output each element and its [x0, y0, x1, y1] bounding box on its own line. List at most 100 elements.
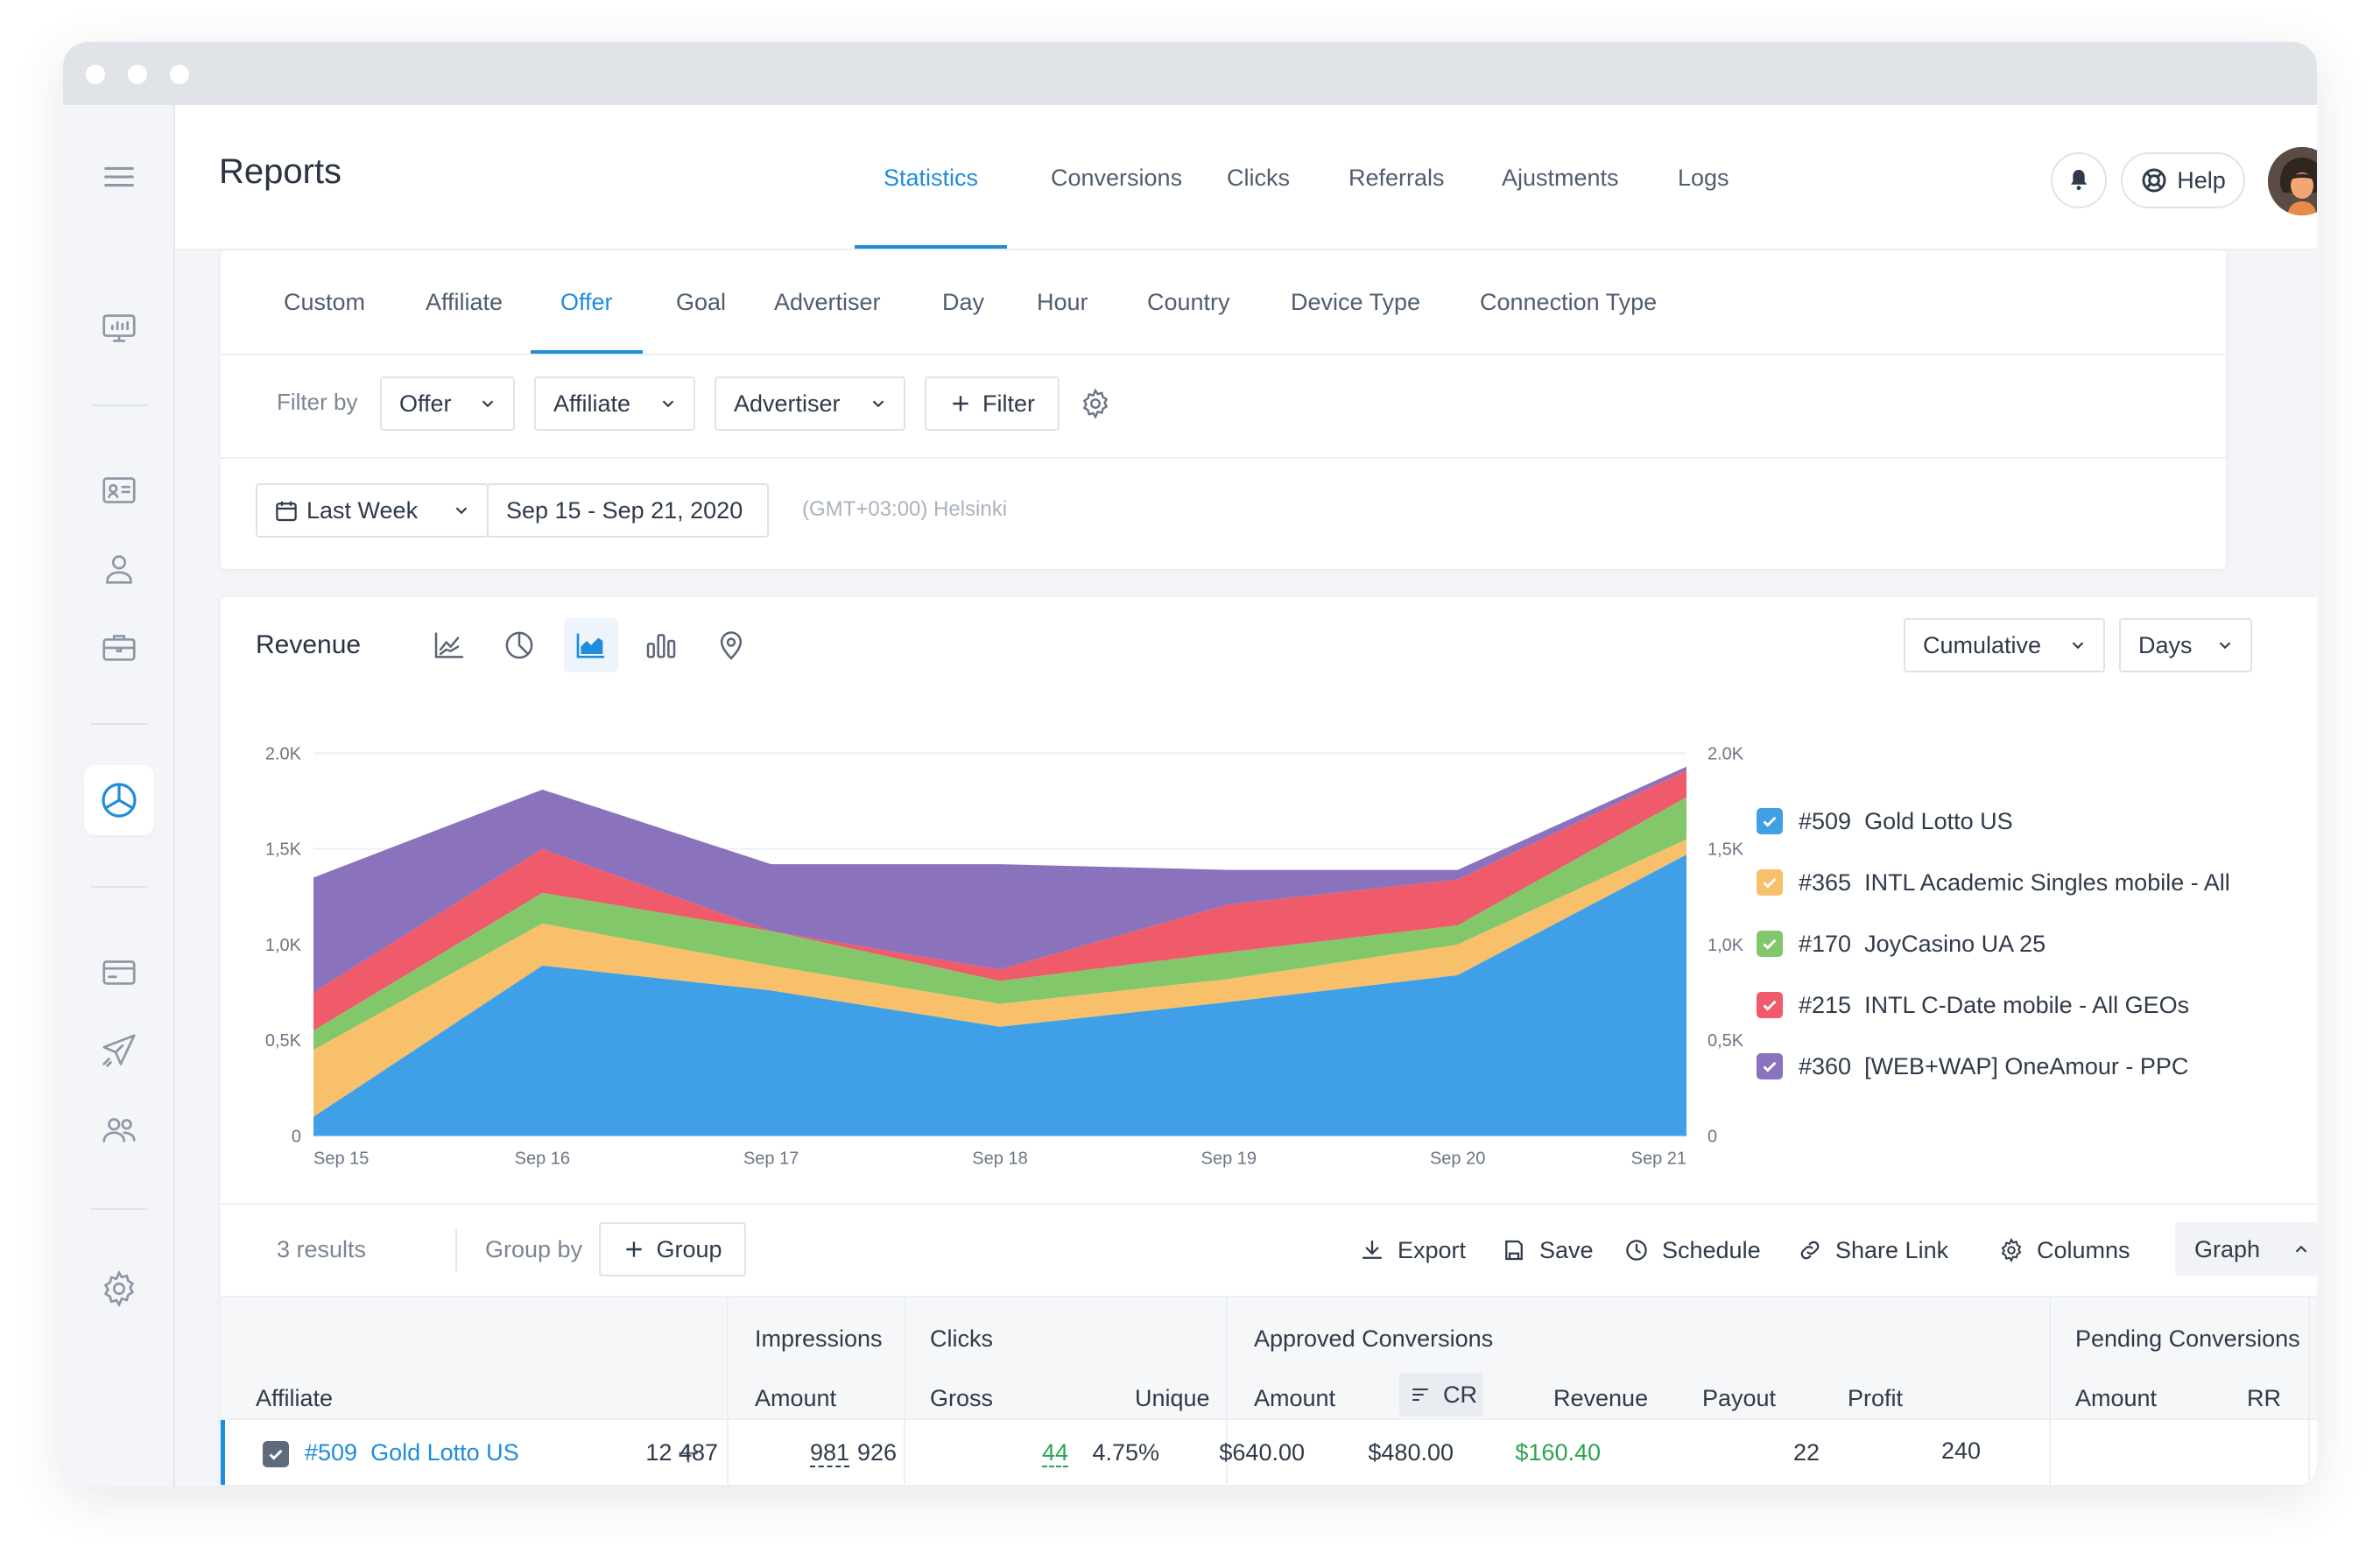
legend-label: #509 Gold Lotto US — [1799, 807, 2013, 834]
offer-filter-dropdown[interactable]: Offer — [380, 376, 515, 431]
bar-chart-view-button[interactable] — [634, 618, 688, 672]
pie-chart-view-button[interactable] — [492, 618, 546, 672]
window-dot-maximize[interactable] — [170, 65, 189, 84]
page-title: Reports — [219, 152, 342, 191]
sidebar — [63, 105, 175, 1487]
date-preset-dropdown[interactable]: Last Week — [256, 483, 489, 538]
report-tab-country[interactable]: Country — [1147, 289, 1230, 315]
pie-chart-icon — [505, 631, 533, 659]
user-icon[interactable] — [96, 546, 142, 592]
legend-checkbox[interactable] — [1757, 931, 1783, 957]
legend-checkbox[interactable] — [1757, 869, 1783, 896]
chevron-down-icon — [662, 400, 674, 408]
report-tab-advertiser[interactable]: Advertiser — [774, 289, 881, 315]
check-icon — [1763, 1061, 1777, 1072]
affiliate-link[interactable]: #509 Gold Lotto US — [305, 1439, 519, 1466]
tab-statistics[interactable]: Statistics — [884, 165, 979, 191]
paper-plane-icon[interactable] — [96, 1028, 142, 1073]
tab-adjustments[interactable]: Ajustments — [1502, 165, 1619, 191]
report-tab-offer[interactable]: Offer — [560, 289, 613, 315]
cell-rr: 240 — [1940, 1438, 1981, 1464]
legend-item-365[interactable]: #365 INTL Academic Singles mobile - All — [1757, 867, 2230, 898]
legend-checkbox[interactable] — [1757, 1053, 1783, 1079]
line-chart-icon — [434, 632, 464, 658]
cumulative-dropdown[interactable]: Cumulative — [1904, 618, 2105, 672]
report-tab-device-type[interactable]: Device Type — [1291, 289, 1421, 315]
tab-referrals[interactable]: Referrals — [1348, 165, 1445, 191]
column-header-pending-amount[interactable]: Amount — [2075, 1385, 2158, 1411]
report-table: Impressions Clicks Approved Conversions … — [221, 1296, 2317, 1487]
help-button[interactable]: Help — [2121, 152, 2245, 208]
legend-item-215[interactable]: #215 INTL C-Date mobile - All GEOs — [1757, 989, 2189, 1021]
filter-settings-button[interactable] — [1079, 387, 1112, 420]
cell-gross[interactable]: 981 — [809, 1439, 849, 1467]
column-header-impressions-amount[interactable]: Amount — [755, 1385, 837, 1411]
affiliate-filter-dropdown[interactable]: Affiliate — [534, 376, 695, 431]
column-header-profit[interactable]: Profit — [1848, 1385, 1904, 1411]
legend-checkbox[interactable] — [1757, 808, 1783, 834]
line-chart-view-button[interactable] — [422, 618, 476, 672]
users-group-icon[interactable] — [96, 1107, 142, 1152]
column-header-revenue[interactable]: Revenue — [1553, 1385, 1649, 1411]
reports-nav-active[interactable] — [84, 765, 154, 835]
report-tab-day[interactable]: Day — [942, 289, 985, 315]
expand-row-button[interactable] — [674, 1439, 702, 1467]
column-header-payout[interactable]: Payout — [1702, 1385, 1777, 1411]
tab-conversions[interactable]: Conversions — [1051, 165, 1183, 191]
notifications-button[interactable] — [2051, 152, 2107, 208]
report-tab-goal[interactable]: Goal — [676, 289, 727, 315]
briefcase-icon[interactable] — [96, 625, 142, 671]
days-label: Days — [2138, 631, 2193, 658]
share-link-button[interactable]: Share Link — [1797, 1205, 1948, 1296]
cell-approved-amount[interactable]: 44 — [1041, 1439, 1068, 1467]
column-header-affiliate[interactable]: Affiliate — [256, 1385, 334, 1411]
column-header-approved-amount[interactable]: Amount — [1254, 1385, 1336, 1411]
window-dot-minimize[interactable] — [128, 65, 147, 84]
report-tab-hour[interactable]: Hour — [1037, 289, 1088, 315]
add-group-button[interactable]: Group — [599, 1222, 746, 1276]
column-header-cr-sorted[interactable]: CR — [1399, 1373, 1483, 1417]
tab-clicks[interactable]: Clicks — [1227, 165, 1290, 191]
user-avatar[interactable] — [2268, 147, 2317, 215]
tab-logs[interactable]: Logs — [1678, 165, 1729, 191]
area-series — [313, 839, 1686, 1117]
top-bar: Reports Statistics Conversions Clicks Re… — [175, 105, 2317, 250]
hamburger-menu-icon[interactable] — [96, 154, 142, 200]
plus-icon — [953, 396, 968, 411]
legend-item-170[interactable]: #170 JoyCasino UA 25 — [1757, 928, 2046, 960]
affiliate-name: Gold Lotto US — [370, 1439, 519, 1466]
save-button[interactable]: Save — [1501, 1205, 1594, 1296]
y-tick-label-right: 0 — [1708, 1128, 1717, 1147]
map-view-button[interactable] — [704, 618, 758, 672]
check-icon — [269, 1449, 283, 1460]
column-header-gross[interactable]: Gross — [930, 1385, 994, 1411]
credit-card-icon[interactable] — [96, 949, 142, 995]
window-dot-close[interactable] — [86, 65, 105, 84]
id-card-icon[interactable] — [96, 468, 142, 513]
legend-item-360[interactable]: #360 [WEB+WAP] OneAmour - PPC — [1757, 1051, 2188, 1082]
map-pin-icon — [720, 631, 743, 660]
table-row[interactable]: #509 Gold Lotto US 12 487 981 926 44 4.7… — [221, 1420, 2317, 1487]
schedule-button[interactable]: Schedule — [1623, 1205, 1761, 1296]
column-header-rr[interactable]: RR — [2247, 1385, 2281, 1411]
check-icon — [1763, 939, 1777, 950]
settings-gear-icon[interactable] — [96, 1266, 142, 1311]
legend-item-509[interactable]: #509 Gold Lotto US — [1757, 805, 2013, 837]
export-button[interactable]: Export — [1359, 1205, 1466, 1296]
advertiser-filter-dropdown[interactable]: Advertiser — [715, 376, 905, 431]
add-filter-button[interactable]: Filter — [925, 376, 1060, 431]
days-dropdown[interactable]: Days — [2119, 618, 2252, 672]
report-tab-custom[interactable]: Custom — [284, 289, 366, 315]
columns-button[interactable]: Columns — [1998, 1205, 2130, 1296]
legend-checkbox[interactable] — [1757, 992, 1783, 1018]
dashboard-monitor-icon[interactable] — [96, 305, 142, 350]
row-select-checkbox[interactable] — [263, 1441, 289, 1467]
report-tab-connection-type[interactable]: Connection Type — [1480, 289, 1658, 315]
row-accent-bar — [221, 1420, 225, 1485]
graph-toggle-button[interactable]: Graph — [2175, 1222, 2317, 1276]
area-chart-view-button[interactable] — [564, 618, 618, 672]
column-divider — [904, 1296, 905, 1487]
date-range-field[interactable]: Sep 15 - Sep 21, 2020 — [487, 483, 769, 538]
column-header-unique[interactable]: Unique — [1135, 1385, 1210, 1411]
report-tab-affiliate[interactable]: Affiliate — [426, 289, 503, 315]
